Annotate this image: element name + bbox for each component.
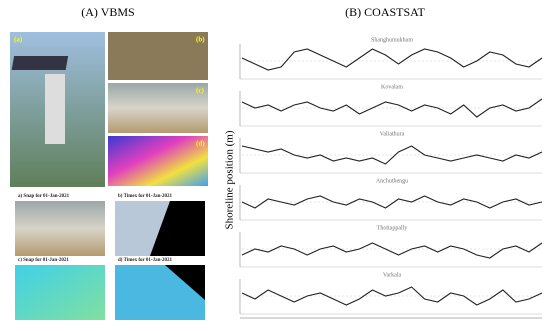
heatmap-photo [108,136,208,186]
caption: a) Snap for 01-Jan-2021 [18,194,70,199]
shoreline-line [241,195,543,209]
chart-title: Anchuthengu [376,178,408,184]
caption: b) Timex for 01-Jan-2021 [118,194,173,199]
photo-label: (a) [14,36,23,44]
photos: (a) (b) (c) (d) a) Snap for 01-Jan-2021 … [10,32,208,320]
chart-title: Varkala [383,272,402,278]
snap-rectified [15,265,105,320]
shoreline-line [241,98,543,118]
chart-title: Kovalam [381,84,403,90]
camera-photo [108,32,208,80]
solar-panel [11,56,69,70]
mask [150,201,205,256]
pole [45,74,65,144]
chart-title: Shanghumukham [371,37,413,43]
caption: c) Snap for 01-Jan-2021 [18,258,69,263]
photo-label: (b) [196,36,205,44]
photo-label: (d) [196,140,205,148]
y-axis-label: Shoreline position (m) [224,130,236,229]
mask [165,265,205,300]
caption: d) Timex for 01-Jan-2021 [118,258,173,263]
chart-title: Thottappally [377,225,408,231]
photo-label: (c) [196,87,204,95]
snap-image [15,201,105,256]
shoreline-line [241,242,543,259]
charts: Shanghumukham Kovalam Valiathura Anchutheng… [239,37,543,319]
panel-a-title: (A) VBMS [81,5,134,19]
panel-b-title: (B) COASTSAT [345,5,425,19]
shoreline-line [241,145,543,165]
beach-photo [108,83,208,133]
chart-title: Valiathura [380,131,405,137]
shoreline-line [241,48,543,71]
shoreline-line [241,286,543,306]
